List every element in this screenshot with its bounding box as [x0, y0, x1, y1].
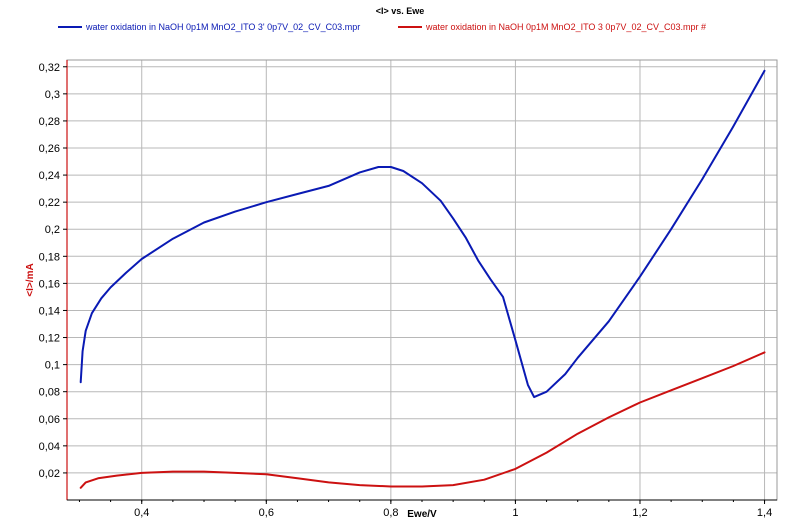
y-tick-label-2: 0,06: [39, 414, 60, 426]
x-tick-label-1: 0,6: [259, 507, 274, 519]
plot-area[interactable]: [67, 60, 777, 500]
series: [79, 69, 766, 489]
y-tick-label-0: 0,02: [39, 468, 60, 480]
legend-item-series-2[interactable]: water oxidation in NaOH 0p1M MnO2_ITO 3 …: [398, 22, 706, 32]
x-tick-label-0: 0,4: [134, 507, 149, 519]
y-tick-label-3: 0,08: [39, 387, 60, 399]
y-tick-label-7: 0,16: [39, 278, 60, 290]
chart-title: <I> vs. Ewe: [375, 6, 425, 16]
series-line-2: [79, 351, 766, 489]
grid: [67, 60, 777, 500]
legend-swatch-series-1: [58, 26, 82, 28]
x-axis-title: Ewe/V: [407, 509, 437, 520]
y-tick-label-14: 0,3: [45, 89, 60, 101]
y-tick-label-9: 0,2: [45, 224, 60, 236]
legend-label-series-2: water oxidation in NaOH 0p1M MnO2_ITO 3 …: [426, 22, 706, 32]
legend-swatch-series-2: [398, 26, 422, 28]
y-tick-label-12: 0,26: [39, 143, 60, 155]
series-line-1: [79, 69, 766, 399]
x-tick-label-4: 1,2: [632, 507, 647, 519]
y-tick-label-5: 0,12: [39, 333, 60, 345]
legend-item-series-1[interactable]: water oxidation in NaOH 0p1M MnO2_ITO 3'…: [58, 22, 360, 32]
legend: water oxidation in NaOH 0p1M MnO2_ITO 3'…: [0, 22, 800, 40]
y-tick-label-1: 0,04: [39, 441, 60, 453]
x-tick-label-3: 1: [512, 507, 518, 519]
y-tick-label-8: 0,18: [39, 251, 60, 263]
y-tick-label-13: 0,28: [39, 116, 60, 128]
y-tick-label-10: 0,22: [39, 197, 60, 209]
y-tick-label-15: 0,32: [39, 62, 60, 74]
x-tick-label-5: 1,4: [757, 507, 772, 519]
x-tick-labels: 0,4 0,6 0,8 1 1,2 1,4: [134, 507, 772, 519]
x-tick-label-2: 0,8: [383, 507, 398, 519]
tick-marks: [63, 66, 766, 504]
y-tick-label-4: 0,1: [45, 360, 60, 372]
y-tick-label-11: 0,24: [39, 170, 60, 182]
y-tick-labels: 0,02 0,04 0,06 0,08 0,1 0,12 0,14 0,16 0,18 0,2 0,…: [39, 62, 60, 480]
y-tick-label-6: 0,14: [39, 305, 60, 317]
legend-label-series-1: water oxidation in NaOH 0p1M MnO2_ITO 3'…: [86, 22, 361, 32]
y-axis-title: <I>/mA: [25, 263, 36, 296]
